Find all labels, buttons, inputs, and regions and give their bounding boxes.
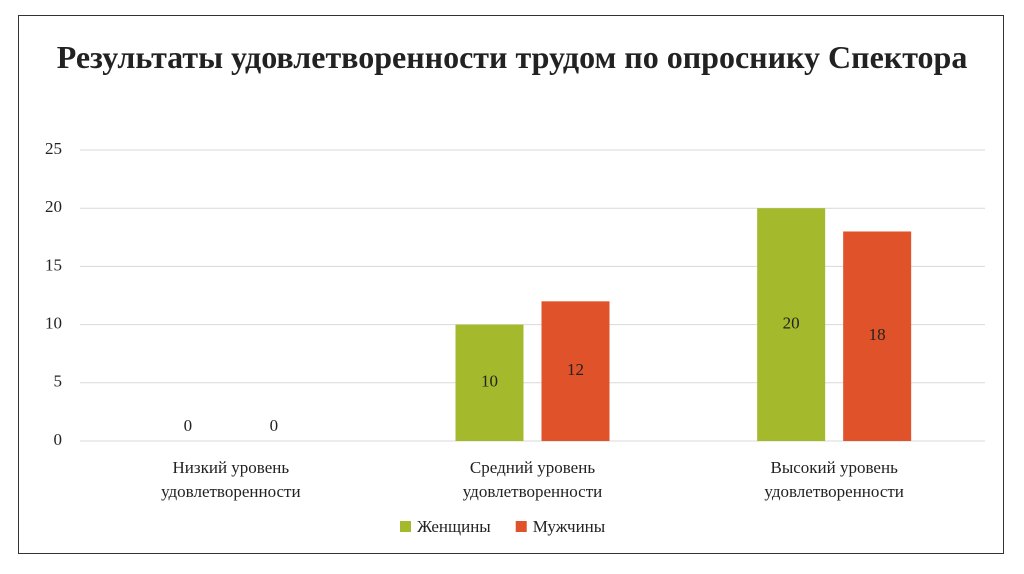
x-tick-label-line: удовлетворенности [764,482,904,501]
legend-swatch [400,521,411,532]
bar [455,324,524,441]
legend-label: Женщины [417,517,491,536]
y-tick-label: 0 [54,430,63,449]
data-label: 0 [184,416,193,435]
x-tick-label-line: Низкий уровень [173,458,290,477]
data-label: 20 [783,314,800,333]
bar [541,301,610,441]
data-label: 0 [270,416,279,435]
bar [757,208,826,441]
chart-title: Результаты удовлетворенности трудом по о… [56,39,968,75]
y-tick-label: 10 [45,314,62,333]
data-label: 12 [567,360,584,379]
x-tick-label: Низкий уровень удовлетворенности [161,458,301,501]
y-tick-label: 5 [54,372,63,391]
x-tick-label: Высокий уровень удовлетворенности [764,458,904,501]
x-tick-label-line: Средний уровень [470,458,595,477]
legend-label: Мужчины [533,517,606,536]
y-tick-label: 15 [45,255,62,274]
data-label: 18 [869,325,886,344]
data-label: 10 [481,372,498,391]
y-tick-label: 25 [45,139,62,158]
y-tick-label: 20 [45,197,62,216]
x-tick-label-line: удовлетворенности [463,482,603,501]
chart-frame [18,15,1004,554]
legend-swatch [515,521,527,532]
x-tick-label: Средний уровень удовлетворенности [463,458,603,501]
x-tick-label-line: удовлетворенности [161,482,301,501]
bar [843,231,912,441]
x-tick-label-line: Высокий уровень [770,458,898,477]
